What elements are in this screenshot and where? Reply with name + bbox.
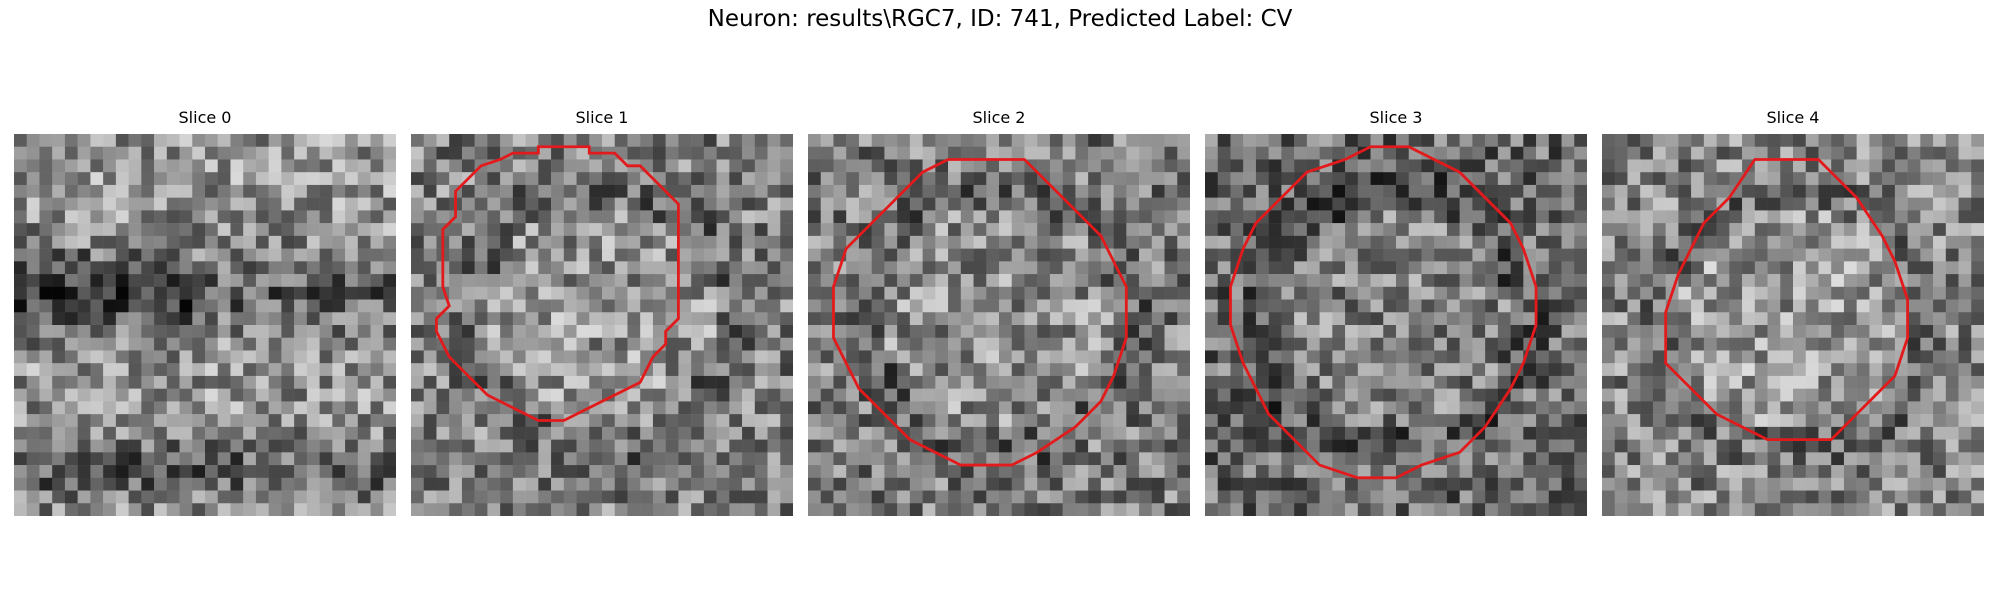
pixel-grid — [411, 134, 793, 516]
pixel-grid — [808, 134, 1190, 516]
slice-title: Slice 2 — [972, 108, 1026, 127]
pixel-grid — [1205, 134, 1587, 516]
slice-title: Slice 4 — [1766, 108, 1820, 127]
roi-contour — [832, 158, 1128, 467]
roi-contour — [435, 145, 680, 422]
slice-title: Slice 3 — [1369, 108, 1423, 127]
slice-image-3 — [1205, 134, 1587, 516]
pixel-grid — [14, 134, 396, 516]
slice-title: Slice 1 — [575, 108, 629, 127]
roi-contour — [1664, 158, 1910, 442]
figure-title: Neuron: results\RGC7, ID: 741, Predicted… — [707, 6, 1293, 32]
slice-image-2 — [808, 134, 1190, 516]
slice-image-0 — [14, 134, 396, 516]
roi-contour — [1229, 145, 1538, 480]
slice-image-4 — [1602, 134, 1984, 516]
slice-image-1 — [411, 134, 793, 516]
slice-title: Slice 0 — [178, 108, 232, 127]
pixel-grid — [1602, 134, 1984, 516]
